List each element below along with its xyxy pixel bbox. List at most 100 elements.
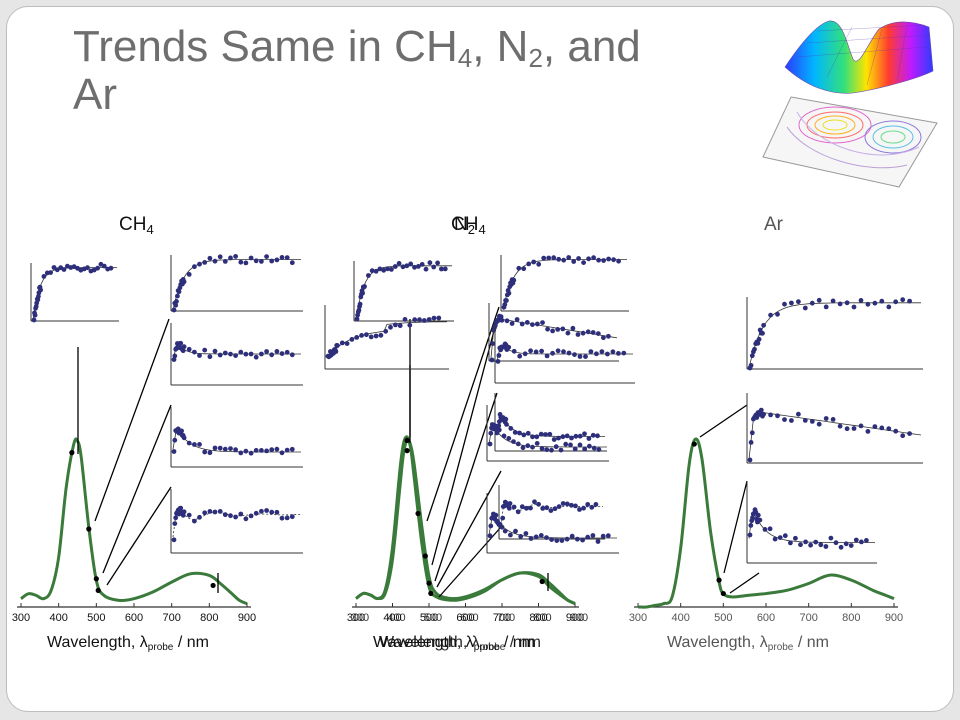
inset-data-point	[540, 320, 545, 325]
contour-plane	[762, 96, 938, 188]
label-ar: Ar	[764, 214, 784, 235]
inset-data-point	[279, 351, 285, 356]
label-overlay-n-sub: 2	[468, 222, 475, 237]
connector-line-13	[699, 404, 748, 438]
spectrum-curve-CH4-0	[20, 437, 248, 606]
inset-data-point	[284, 447, 290, 453]
inset-data-point	[186, 440, 192, 446]
inset-data-point	[879, 425, 885, 431]
inset-data-point	[528, 505, 533, 511]
inset-data-point	[564, 433, 570, 439]
inset-data-point	[259, 259, 264, 264]
inset-data-point	[616, 351, 621, 356]
inset-data-point	[228, 255, 233, 261]
kinetic-inset-16	[746, 481, 877, 564]
inset-data-point	[758, 407, 764, 413]
inset-data-point	[900, 433, 906, 439]
inset-data-point	[544, 447, 550, 453]
inset-data-point	[587, 443, 592, 449]
inset-data-point	[582, 431, 587, 437]
inset-data-point	[600, 533, 606, 539]
inset-data-point	[858, 423, 864, 429]
inset-data-point	[530, 444, 535, 450]
inset-data-point	[595, 539, 601, 544]
inset-data-point	[585, 502, 591, 507]
slide-title: Trends Same in CH4, N2, and Ar	[73, 23, 773, 119]
inset-data-point	[269, 447, 275, 453]
inset-data-point	[289, 352, 295, 358]
inset-data-point	[549, 537, 554, 542]
inset-data-point	[521, 432, 527, 438]
inset-data-point	[95, 265, 100, 271]
inset-data-point	[590, 330, 596, 335]
inset-data-point	[269, 509, 275, 515]
inset-data-point	[289, 260, 295, 266]
inset-data-point	[789, 418, 794, 423]
inset-data-point	[175, 293, 180, 299]
surface-illustration	[762, 20, 938, 188]
marker-CH4-2	[93, 576, 99, 582]
inset-data-point	[823, 304, 829, 310]
inset-data-point	[539, 446, 545, 451]
inset-data-point	[594, 351, 599, 357]
x-tick-label-Ar-800: 800	[842, 612, 860, 624]
x-tick-label-Ar-400: 400	[671, 612, 689, 624]
inset-data-point	[560, 501, 566, 506]
inset-data-point	[573, 433, 579, 439]
inset-data-point	[802, 418, 808, 423]
inset-data-point	[238, 450, 244, 456]
inset-data-point	[536, 261, 542, 267]
inset-data-point	[192, 518, 197, 524]
inset-data-point	[339, 340, 345, 346]
connector-line-11	[438, 526, 502, 598]
inset-data-point	[541, 255, 547, 261]
inset-data-point	[748, 523, 754, 528]
inset-data-point	[253, 510, 259, 516]
marker-Ar-0	[691, 441, 697, 447]
x-tick-label-N2-800: 800	[529, 612, 547, 624]
inset-data-point	[356, 307, 362, 313]
inset-data-point	[555, 327, 561, 332]
inset-data-point	[207, 255, 213, 261]
marker-CH4-0	[69, 450, 75, 456]
x-tick-label-Ar-500: 500	[714, 612, 732, 624]
inset-data-point	[192, 349, 197, 355]
kinetic-inset-11	[486, 405, 609, 462]
marker-Ar-1	[716, 577, 722, 583]
inset-data-point	[535, 321, 540, 327]
inset-data-point	[796, 299, 801, 305]
inset-data-point	[551, 437, 557, 442]
xlabel-ch4-sub: probe	[148, 642, 174, 653]
inset-data-point	[813, 539, 819, 545]
inset-data-point	[264, 508, 269, 513]
x-tick-label-overlay-900: 900	[570, 612, 588, 624]
inset-data-point	[838, 544, 844, 550]
inset-data-point	[212, 445, 218, 451]
x-tick-label-overlay-700: 700	[497, 612, 515, 624]
inset-data-point	[590, 533, 596, 538]
inset-data-point	[364, 332, 369, 338]
inset-data-point	[749, 353, 755, 359]
xlabel-ch4: Wavelength, λprobe / nm	[47, 634, 209, 653]
inset-data-point	[748, 363, 754, 368]
inset-data-point	[368, 334, 374, 340]
inset-data-point	[576, 256, 581, 261]
inset-data-point	[524, 320, 530, 325]
inset-data-point	[259, 448, 264, 453]
inset-data-point	[197, 261, 202, 267]
inset-data-point	[818, 542, 824, 548]
inset-data-point	[864, 538, 869, 543]
inset-data-point	[498, 314, 504, 320]
inset-data-point	[837, 423, 843, 429]
inset-data-point	[373, 268, 379, 274]
inset-data-point	[559, 538, 565, 543]
inset-data-point	[408, 261, 414, 267]
inset-data-point	[419, 262, 425, 267]
inset-data-point	[436, 315, 442, 321]
inset-data-point	[564, 536, 570, 542]
inset-data-point	[222, 512, 228, 518]
x-tick-label-overlay-500: 500	[424, 612, 442, 624]
inset-data-point	[563, 441, 569, 447]
inset-data-point	[362, 284, 367, 289]
